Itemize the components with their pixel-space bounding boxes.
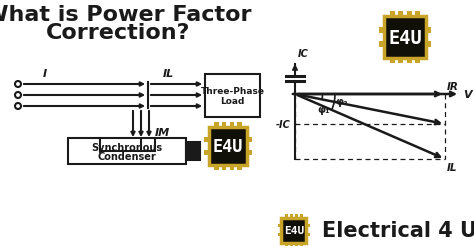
FancyBboxPatch shape (205, 75, 260, 117)
Text: Three-Phase: Three-Phase (201, 87, 264, 96)
Bar (282, 218, 307, 242)
Text: -IC: -IC (276, 119, 291, 130)
Bar (415, 12, 420, 17)
Bar (426, 42, 431, 47)
Text: E4U: E4U (388, 28, 422, 47)
Text: IL: IL (163, 69, 173, 79)
Text: IR: IR (447, 82, 459, 92)
Text: E4U: E4U (213, 137, 243, 155)
Text: Load: Load (220, 97, 245, 106)
Bar (300, 242, 303, 246)
Bar (247, 150, 252, 155)
Bar (295, 242, 298, 246)
Bar (390, 12, 395, 17)
Bar (307, 225, 310, 228)
Bar (222, 122, 227, 128)
Bar (204, 138, 209, 142)
Bar (415, 59, 420, 64)
Text: E4U: E4U (284, 225, 304, 235)
Text: Condenser: Condenser (98, 151, 156, 161)
FancyBboxPatch shape (68, 138, 186, 164)
Bar (237, 165, 242, 170)
Bar (204, 150, 209, 155)
Bar (379, 42, 384, 47)
Text: Synchronous: Synchronous (91, 142, 163, 152)
Text: I: I (43, 69, 47, 79)
Text: V: V (463, 90, 472, 100)
Bar (247, 138, 252, 142)
Bar (278, 233, 282, 236)
Bar (214, 122, 219, 128)
Bar (278, 225, 282, 228)
Bar (214, 165, 219, 170)
Bar (229, 165, 234, 170)
Bar (390, 59, 395, 64)
Text: Correction?: Correction? (46, 23, 190, 43)
Bar (300, 214, 303, 218)
Bar (285, 214, 288, 218)
Text: φ₂: φ₂ (335, 97, 347, 107)
Bar (222, 165, 227, 170)
FancyBboxPatch shape (186, 142, 200, 160)
Bar (229, 122, 234, 128)
Bar (426, 28, 431, 33)
Bar (285, 242, 288, 246)
Bar (398, 59, 403, 64)
Text: IC: IC (298, 49, 309, 59)
Bar (209, 128, 247, 165)
Text: What is Power Factor: What is Power Factor (0, 5, 252, 25)
Text: φ₁: φ₁ (317, 105, 329, 115)
Text: Electrical 4 U: Electrical 4 U (322, 220, 474, 240)
Bar (237, 122, 242, 128)
Bar (295, 214, 298, 218)
Bar (379, 28, 384, 33)
Bar (407, 59, 412, 64)
Text: IM: IM (155, 128, 170, 137)
Bar (398, 12, 403, 17)
Text: IL: IL (447, 162, 457, 172)
Bar (290, 242, 293, 246)
Bar (384, 17, 426, 59)
Bar (407, 12, 412, 17)
Bar (290, 214, 293, 218)
Bar (307, 233, 310, 236)
